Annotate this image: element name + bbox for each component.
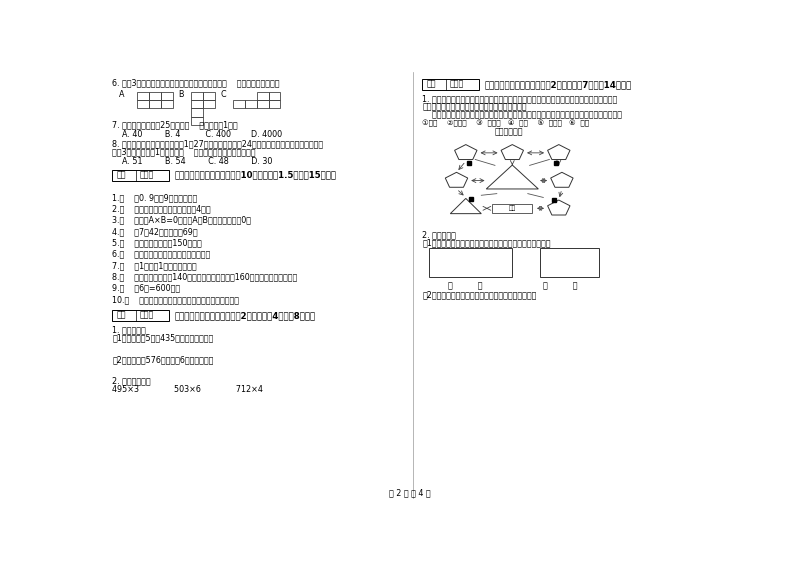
Bar xyxy=(161,100,173,108)
Bar xyxy=(540,249,599,277)
Text: 得分: 得分 xyxy=(117,171,126,180)
Text: 495×3              503×6              712×4: 495×3 503×6 712×4 xyxy=(112,385,263,393)
Text: （2）、把每小时行的路程与合适的出行方式连起来。: （2）、把每小时行的路程与合适的出行方式连起来。 xyxy=(422,290,537,299)
Text: 馆和鱼馆的场地分别在动物园的东北角和西北角。: 馆和鱼馆的场地分别在动物园的东北角和西北角。 xyxy=(422,102,527,111)
Bar xyxy=(112,170,170,181)
Text: 6. 下列3个图形中，每个小正方形都一样大，那么（    ）图形的周长最长。: 6. 下列3个图形中，每个小正方形都一样大，那么（ ）图形的周长最长。 xyxy=(112,79,280,88)
Bar xyxy=(429,249,512,277)
Bar xyxy=(269,92,281,100)
Bar xyxy=(149,92,161,100)
Text: ①狮山    ②熊猫馆    ③  飞禽馆   ④  猴园    ⑤  大象馆   ⑥  鱼馆: ①狮山 ②熊猫馆 ③ 飞禽馆 ④ 猴园 ⑤ 大象馆 ⑥ 鱼馆 xyxy=(422,120,590,127)
Text: 1. 走进动物园大门，正北面是狮子山和熊猫馆，狮子山的东侧是飞禽馆，西侧是猴园，大象: 1. 走进动物园大门，正北面是狮子山和熊猫馆，狮子山的东侧是飞禽馆，西侧是猴园，… xyxy=(422,94,618,103)
Polygon shape xyxy=(547,145,570,159)
Text: 2. 实践操作：: 2. 实践操作： xyxy=(422,230,456,239)
Text: A: A xyxy=(118,89,124,98)
Text: C: C xyxy=(221,89,226,98)
Text: B: B xyxy=(178,89,184,98)
Bar xyxy=(269,100,281,108)
Bar xyxy=(203,100,214,108)
Text: 5.（    ）一本故事书约重150千克。: 5.（ ）一本故事书约重150千克。 xyxy=(112,238,202,247)
Text: 动物园导游图: 动物园导游图 xyxy=(495,127,523,136)
Text: 3.（    ）如果A×B=0，那么A和B中至少有一个是0。: 3.（ ）如果A×B=0，那么A和B中至少有一个是0。 xyxy=(112,216,251,225)
Bar xyxy=(257,100,269,108)
Text: （1）一个数的5倍是435，这个数是多少？: （1）一个数的5倍是435，这个数是多少？ xyxy=(112,333,214,342)
Bar xyxy=(245,100,257,108)
Text: 6.（    ）小明面对着东方时，背对着西方。: 6.（ ）小明面对着东方时，背对着西方。 xyxy=(112,250,210,259)
Text: A. 51         B. 54         C. 48         D. 30: A. 51 B. 54 C. 48 D. 30 xyxy=(112,157,273,166)
Polygon shape xyxy=(550,172,573,187)
Polygon shape xyxy=(486,165,538,189)
Bar xyxy=(191,116,203,125)
Bar xyxy=(203,92,214,100)
Text: 2. 估算并计算。: 2. 估算并计算。 xyxy=(112,377,151,386)
Bar xyxy=(191,92,203,100)
Bar xyxy=(422,79,479,90)
Text: 9.（    ）6分=600秒。: 9.（ ）6分=600秒。 xyxy=(112,284,181,293)
Bar xyxy=(112,310,170,321)
Text: 的有3人，那么三（1）一共有（    ）人参加了书画和棋艺小组。: 的有3人，那么三（1）一共有（ ）人参加了书画和棋艺小组。 xyxy=(112,147,256,156)
Bar xyxy=(234,100,245,108)
Text: A. 40         B. 4          C. 400        D. 4000: A. 40 B. 4 C. 400 D. 4000 xyxy=(112,129,282,138)
Text: （          ）: （ ） xyxy=(449,281,483,290)
Text: 三、仔细推敲，正确判断（共10小题，每题1.5分，共15分）。: 三、仔细推敲，正确判断（共10小题，每题1.5分，共15分）。 xyxy=(174,171,336,180)
Bar xyxy=(492,203,533,213)
Text: 四、看清题目，细心计算（共2小题，每题4分，共8分）。: 四、看清题目，细心计算（共2小题，每题4分，共8分）。 xyxy=(174,311,315,320)
Text: 8.（    ）一条河平均水深140厘米，一匹小马身高是160厘米，它肯定能通过。: 8.（ ）一条河平均水深140厘米，一匹小马身高是160厘米，它肯定能通过。 xyxy=(112,272,298,281)
Text: 得分: 得分 xyxy=(426,80,436,89)
Bar xyxy=(149,100,161,108)
Text: 五、认真思考，综合能力（共2小题，每题7分，共14分）。: 五、认真思考，综合能力（共2小题，每题7分，共14分）。 xyxy=(485,80,632,89)
Text: 2.（    ）正方形的周长是它的边长的4倍。: 2.（ ）正方形的周长是它的边长的4倍。 xyxy=(112,205,211,214)
Text: 10.（    ）所有的大月都是单月，所有的小月都是双月。: 10.（ ）所有的大月都是单月，所有的小月都是双月。 xyxy=(112,295,239,304)
Polygon shape xyxy=(501,145,523,159)
Polygon shape xyxy=(446,172,468,187)
Text: 入门: 入门 xyxy=(509,206,516,211)
Polygon shape xyxy=(454,145,477,159)
Text: 第 2 页 共 4 页: 第 2 页 共 4 页 xyxy=(389,489,431,498)
Text: （2）被除数是576，除数是6，商是多少？: （2）被除数是576，除数是6，商是多少？ xyxy=(112,355,214,364)
Text: 得分: 得分 xyxy=(117,311,126,320)
Text: 7.（    ）1吨煤与1吨棉花一样重。: 7.（ ）1吨煤与1吨棉花一样重。 xyxy=(112,261,197,270)
Polygon shape xyxy=(547,200,570,215)
Text: 4.（    ）7个42相加的和是69。: 4.（ ）7个42相加的和是69。 xyxy=(112,227,198,236)
Text: 评卷人: 评卷人 xyxy=(139,171,154,180)
Bar xyxy=(138,92,149,100)
Bar xyxy=(191,100,203,108)
Bar xyxy=(161,92,173,100)
Text: 8. 学校开设两个兴趣小组，三（1）27人参加书画小组，24人参加棋艺小组，两个小组都参加: 8. 学校开设两个兴趣小组，三（1）27人参加书画小组，24人参加棋艺小组，两个… xyxy=(112,139,323,148)
Text: （1）、量出下面各图形中每条边的长度。（以毫米为单位）: （1）、量出下面各图形中每条边的长度。（以毫米为单位） xyxy=(422,239,551,248)
Polygon shape xyxy=(450,198,482,214)
Text: 1.（    ）0. 9里有9个十分之一。: 1.（ ）0. 9里有9个十分之一。 xyxy=(112,193,198,202)
Text: 根据小强的描述，请你把这些动物场馆所在的位置，在动物园的导游图上用序号表示出来。: 根据小强的描述，请你把这些动物场馆所在的位置，在动物园的导游图上用序号表示出来。 xyxy=(422,110,622,119)
Bar xyxy=(138,100,149,108)
Text: 评卷人: 评卷人 xyxy=(450,80,464,89)
Bar xyxy=(191,108,203,116)
Bar xyxy=(257,92,269,100)
Text: （          ）: （ ） xyxy=(543,281,578,290)
Text: 1. 列式计算。: 1. 列式计算。 xyxy=(112,325,146,334)
Text: 评卷人: 评卷人 xyxy=(139,311,154,320)
Text: 7. 平均每个同学体重25千克，（    ）名同学重1吨。: 7. 平均每个同学体重25千克，（ ）名同学重1吨。 xyxy=(112,120,238,129)
